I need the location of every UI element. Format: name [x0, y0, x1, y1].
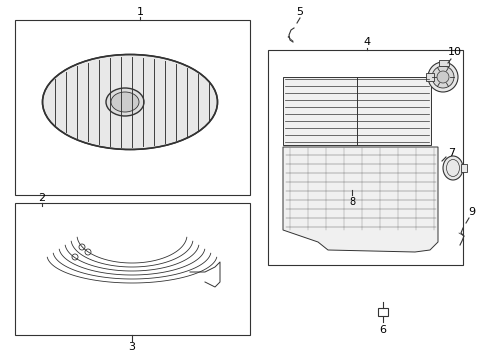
Ellipse shape — [427, 62, 457, 92]
Text: 1: 1 — [136, 7, 143, 17]
Text: 10: 10 — [447, 47, 461, 57]
Ellipse shape — [431, 66, 453, 88]
Ellipse shape — [31, 207, 53, 222]
Text: 4: 4 — [363, 37, 370, 47]
Polygon shape — [283, 147, 437, 252]
Bar — [15, 20, 249, 195]
Text: 3: 3 — [128, 342, 135, 352]
Ellipse shape — [106, 88, 143, 116]
Bar — [377, 308, 387, 316]
Bar — [425, 73, 433, 81]
Text: 6: 6 — [379, 325, 386, 335]
Bar — [15, 203, 249, 335]
Text: 2: 2 — [39, 193, 45, 203]
Bar — [438, 60, 448, 66]
Ellipse shape — [111, 92, 139, 112]
Text: 5: 5 — [296, 7, 303, 17]
Bar — [267, 50, 462, 265]
Bar — [460, 164, 466, 172]
Text: 8: 8 — [348, 197, 354, 207]
Bar — [283, 77, 430, 145]
Ellipse shape — [436, 71, 448, 83]
Ellipse shape — [42, 54, 217, 149]
Text: 9: 9 — [468, 207, 475, 217]
Text: 7: 7 — [447, 148, 455, 158]
Ellipse shape — [442, 156, 462, 180]
